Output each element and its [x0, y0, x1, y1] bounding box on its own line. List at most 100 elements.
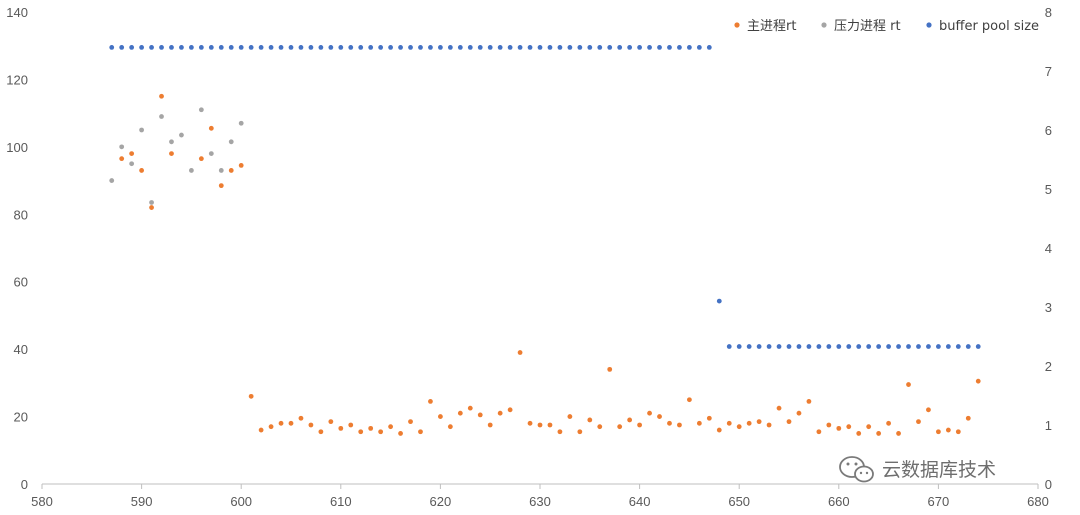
x-tick-label: 620 [430, 494, 452, 509]
data-point [716, 298, 722, 304]
data-point [945, 427, 951, 433]
data-point [856, 431, 862, 436]
data-point [517, 350, 523, 355]
data-point [557, 429, 563, 435]
data-point [726, 344, 732, 349]
data-point [368, 45, 374, 50]
data-point [736, 424, 742, 430]
data-point [198, 156, 204, 162]
data-point [328, 419, 334, 425]
data-point [926, 407, 931, 413]
data-point [169, 151, 174, 157]
data-point [179, 132, 184, 138]
data-point [856, 344, 862, 349]
legend-item: 主进程rt [734, 19, 796, 34]
data-point [836, 425, 842, 431]
data-point [806, 399, 812, 404]
data-point [706, 415, 712, 421]
data-point [786, 419, 792, 425]
data-point [447, 424, 453, 430]
data-point [647, 410, 652, 416]
data-point [438, 45, 443, 50]
data-point [756, 419, 762, 425]
data-point [238, 120, 244, 126]
data-point [218, 45, 224, 50]
data-point [826, 344, 832, 349]
data-point [258, 427, 264, 433]
data-point [936, 429, 941, 435]
data-point [806, 344, 812, 349]
data-point [886, 420, 891, 426]
data-point [916, 344, 921, 349]
data-point [627, 417, 633, 423]
y2-tick-label: 0 [1045, 477, 1052, 492]
data-point [109, 178, 115, 183]
data-point [358, 45, 364, 50]
data-point [975, 344, 981, 349]
data-point [497, 45, 503, 50]
data-point [816, 429, 822, 435]
x-tick-label: 640 [629, 494, 651, 509]
data-point [637, 45, 642, 50]
data-point [696, 420, 702, 426]
data-point [926, 344, 931, 349]
data-point [159, 45, 164, 50]
data-point [916, 419, 921, 425]
x-tick-label: 580 [31, 494, 53, 509]
data-point [169, 45, 174, 50]
data-point [677, 422, 682, 428]
y-tick-label: 120 [6, 72, 28, 87]
legend-label: 压力进程 rt [834, 19, 901, 34]
x-tick-label: 680 [1027, 494, 1049, 509]
data-point [408, 45, 413, 50]
data-point [746, 420, 752, 426]
x-tick-label: 600 [230, 494, 252, 509]
y2-tick-label: 5 [1045, 182, 1052, 197]
data-point [198, 107, 204, 113]
data-point [866, 424, 872, 430]
data-point [338, 45, 344, 50]
data-point [716, 427, 722, 433]
data-point [159, 114, 164, 119]
data-point [278, 45, 284, 50]
data-point [149, 205, 154, 210]
data-point [776, 344, 782, 349]
data-point [537, 45, 543, 50]
data-point [149, 200, 154, 205]
data-point [408, 419, 413, 425]
data-point [418, 45, 423, 50]
data-point [955, 344, 961, 349]
data-point [667, 45, 672, 50]
data-point [826, 422, 832, 428]
data-point [876, 431, 882, 436]
legend-label: 主进程rt [747, 19, 796, 34]
data-point [308, 45, 314, 50]
data-point [507, 45, 513, 50]
data-point [298, 415, 304, 421]
watermark: 云数据库技术 [839, 456, 996, 483]
data-point [318, 45, 324, 50]
y2-tick-label: 3 [1045, 300, 1052, 315]
data-point [338, 425, 344, 431]
data-point [288, 420, 294, 426]
data-point [467, 405, 473, 411]
data-point [208, 151, 214, 157]
x-tick-label: 590 [131, 494, 153, 509]
data-point [736, 344, 742, 349]
data-point [547, 45, 553, 50]
data-point [208, 125, 214, 131]
data-point [487, 45, 493, 50]
x-tick-label: 650 [728, 494, 750, 509]
data-point [119, 144, 125, 150]
data-point [677, 45, 682, 50]
data-point [328, 45, 334, 50]
data-point [428, 399, 433, 404]
data-point [906, 382, 911, 387]
data-point [687, 45, 692, 50]
data-point [139, 168, 145, 173]
data-point [129, 151, 135, 157]
y2-tick-label: 8 [1045, 5, 1052, 20]
data-point [129, 161, 135, 167]
data-point [447, 45, 453, 50]
